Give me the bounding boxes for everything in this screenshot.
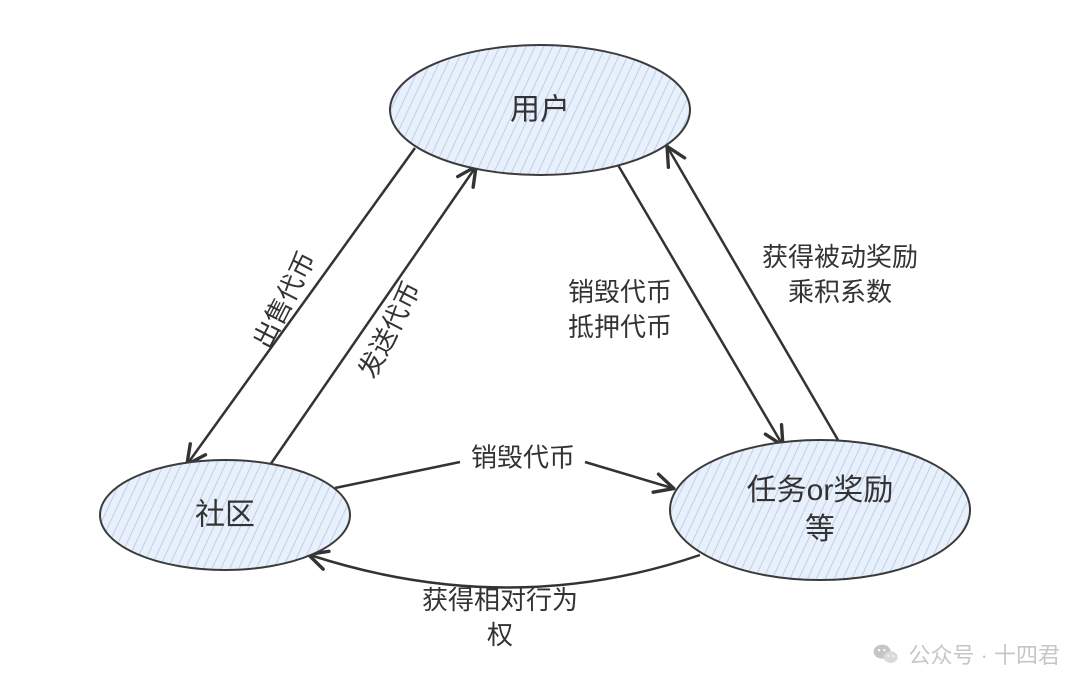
watermark-text: 公众号 · 十四君 — [908, 638, 1060, 670]
node-task — [670, 440, 970, 580]
node-user — [390, 45, 690, 175]
diagram-canvas: 用户 社区 任务or奖励 等 出售代币 发送代币 销毁代币 抵押代币 获得被动奖… — [0, 0, 1080, 684]
edge-community-task-burn — [335, 462, 672, 488]
watermark: 公众号 · 十四君 — [872, 638, 1060, 670]
node-community — [100, 460, 350, 570]
edge-community-user-send — [270, 168, 475, 465]
diagram-svg — [0, 0, 1080, 684]
edge-user-task-burn — [618, 165, 782, 444]
wechat-icon — [872, 640, 900, 668]
edge-task-community-right — [310, 555, 700, 588]
